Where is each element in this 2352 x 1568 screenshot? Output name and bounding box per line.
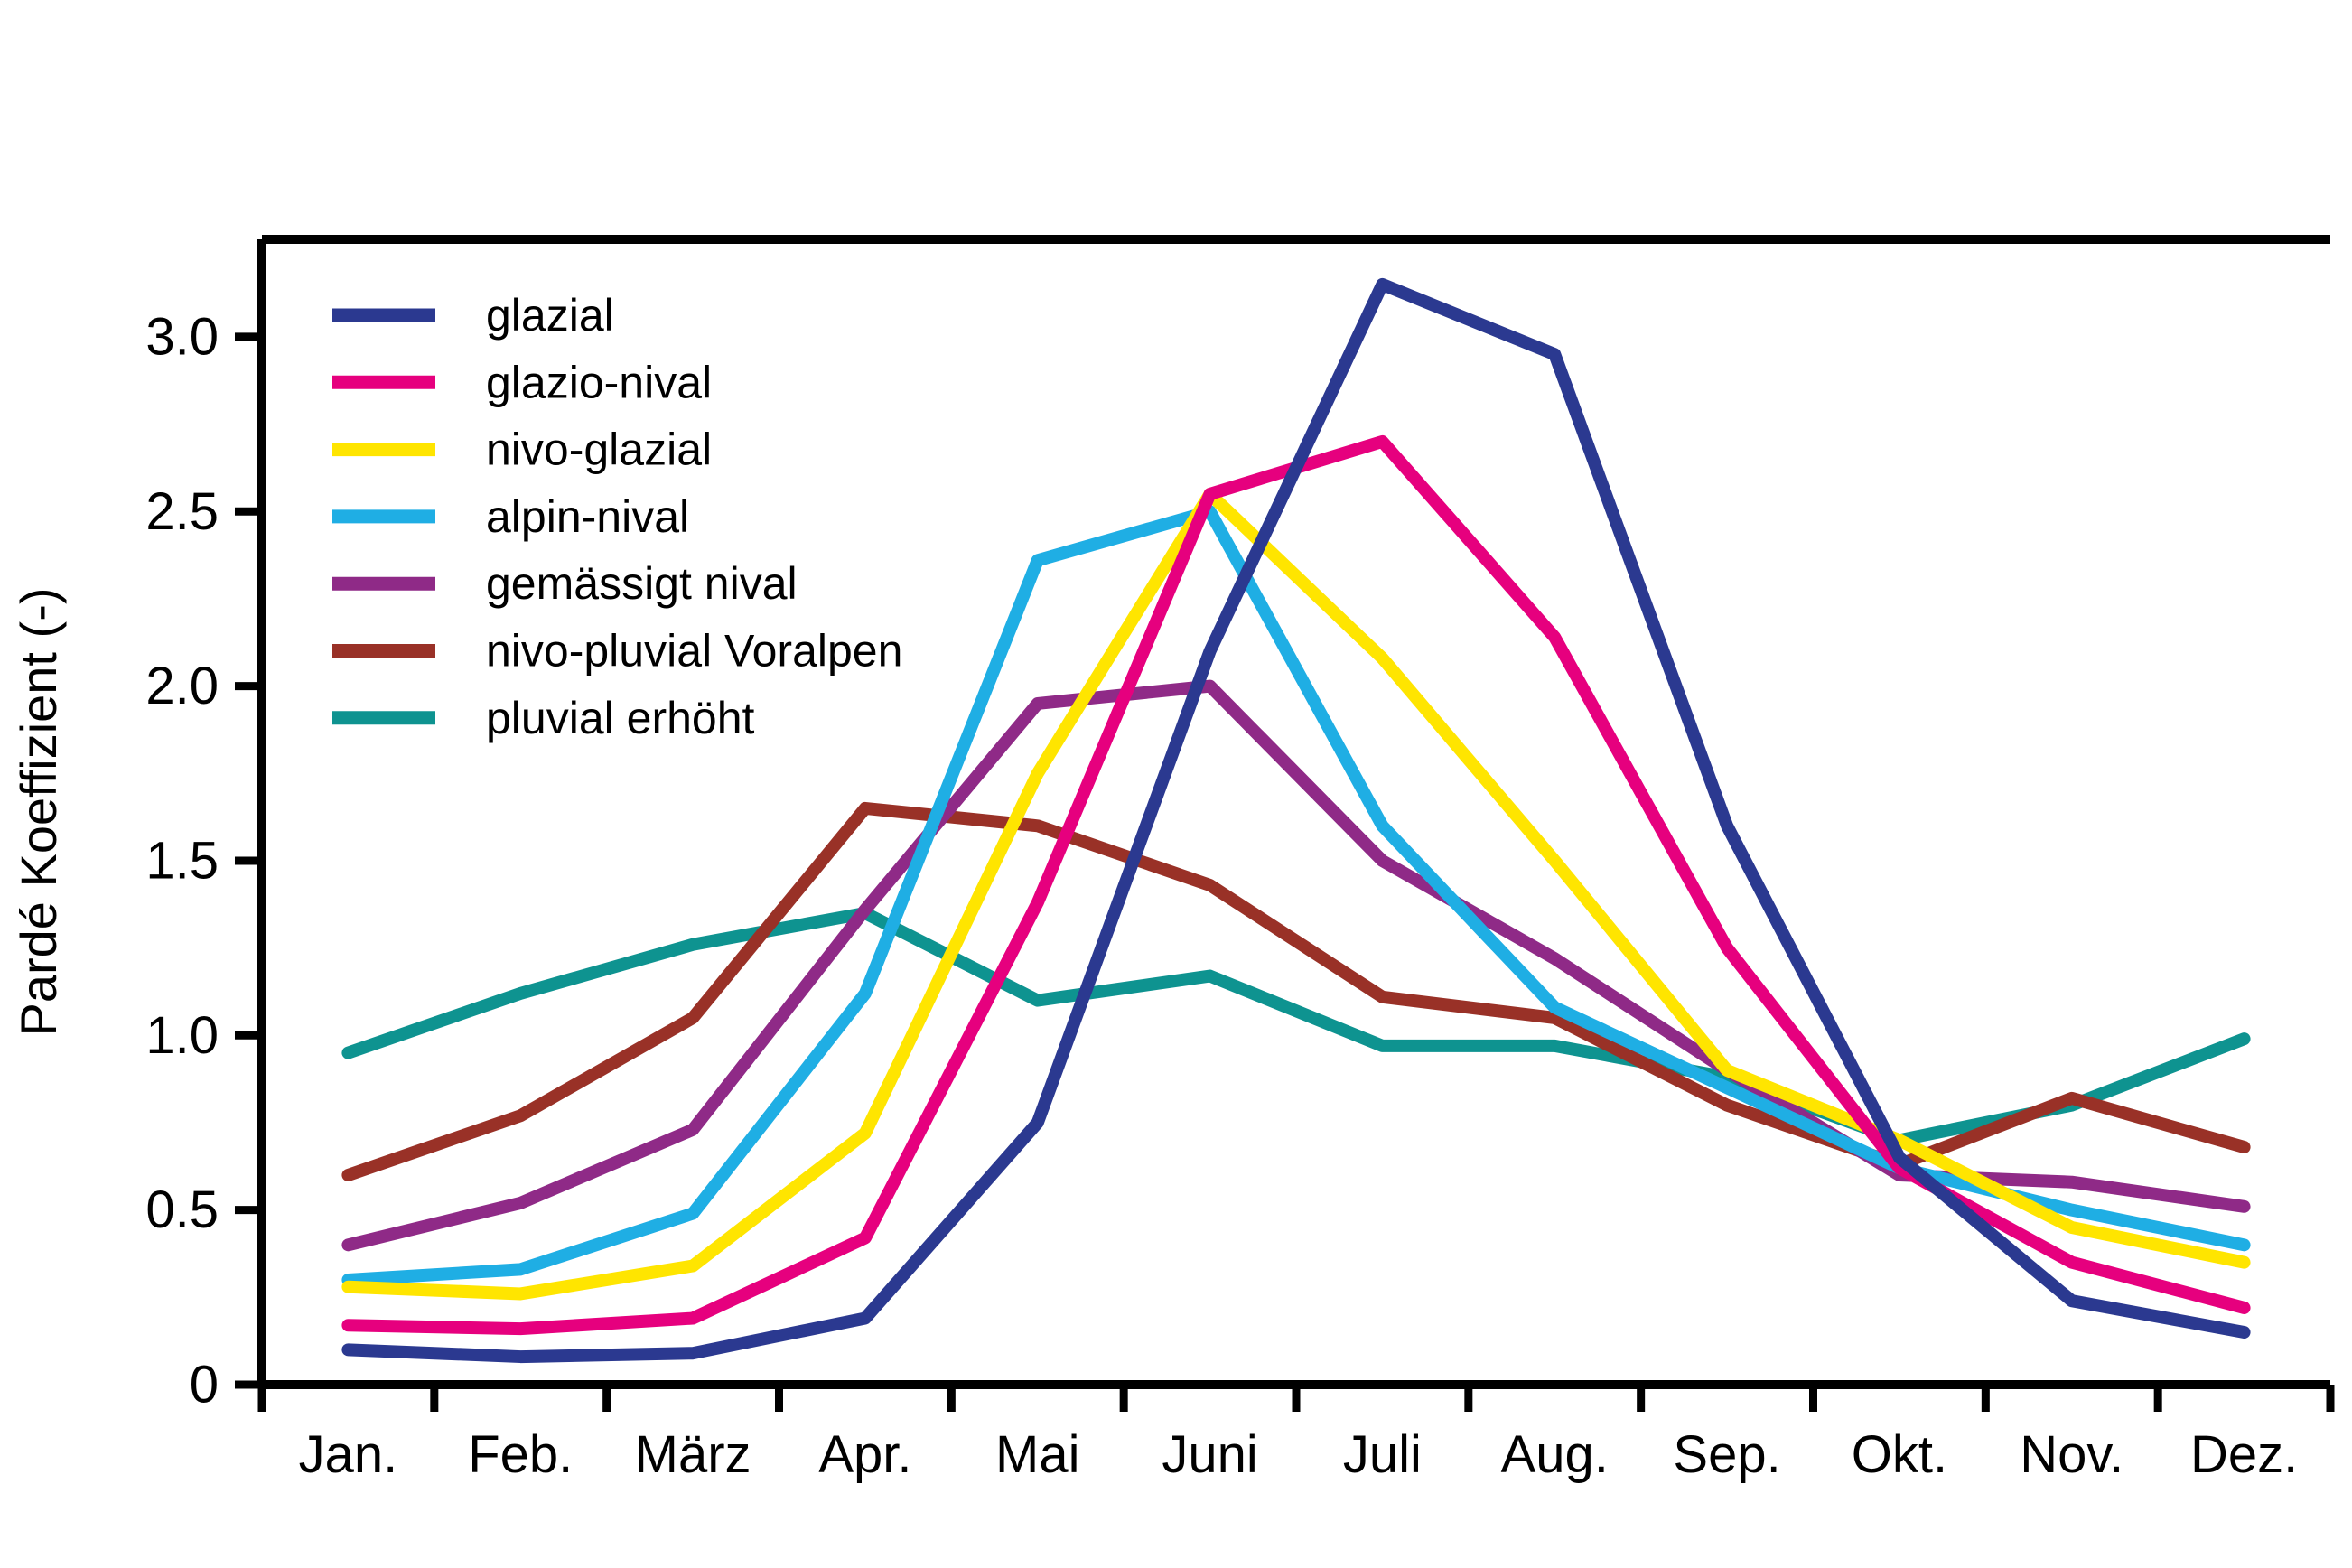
y-tick-label: 1.5 [145,831,219,890]
x-tick-label: Aug. [1501,1425,1609,1484]
y-tick-label: 0 [190,1356,219,1414]
x-tick-label: Juni [1162,1425,1257,1484]
x-tick-label: Mai [995,1425,1079,1484]
x-tick-label: Dez. [2190,1425,2298,1484]
legend-label: glazio-nival [486,357,712,407]
x-tick-label: Nov. [2020,1425,2123,1484]
plot-frame [257,235,2330,1389]
x-tick-label: Apr. [818,1425,911,1484]
x-tick-label: Sep. [1673,1425,1780,1484]
y-tick-label: 1.0 [145,1006,219,1065]
series-line-nivo-pluvial-voralpen [341,801,2251,1181]
y-tick-label: 2.5 [145,482,219,541]
legend-label: glazial [486,290,614,341]
y-axis-title: Pardé Koeffizient (-) [10,588,67,1037]
legend-label: alpin-nival [486,491,689,542]
y-tick-label: 0.5 [145,1181,219,1239]
series-line-pluvial-erh-ht [341,906,2251,1147]
y-tick-label: 3.0 [145,307,219,366]
legend-label: nivo-pluvial Voralpen [486,626,902,677]
series-line-glazial [341,277,2251,1364]
x-tick-label: März [635,1425,751,1484]
x-tick-label: Okt. [1852,1425,1947,1484]
x-tick-label: Feb. [468,1425,573,1484]
series-line-nivo-glazial [341,487,2251,1301]
x-tick-label: Juli [1343,1425,1422,1484]
legend-label: nivo-glazial [486,425,712,475]
y-tick-label: 2.0 [145,657,219,715]
x-tick-label: Jan. [299,1425,398,1484]
legend-label: pluvial erhöht [486,693,755,743]
legend-label: gemässigt nival [486,558,798,609]
